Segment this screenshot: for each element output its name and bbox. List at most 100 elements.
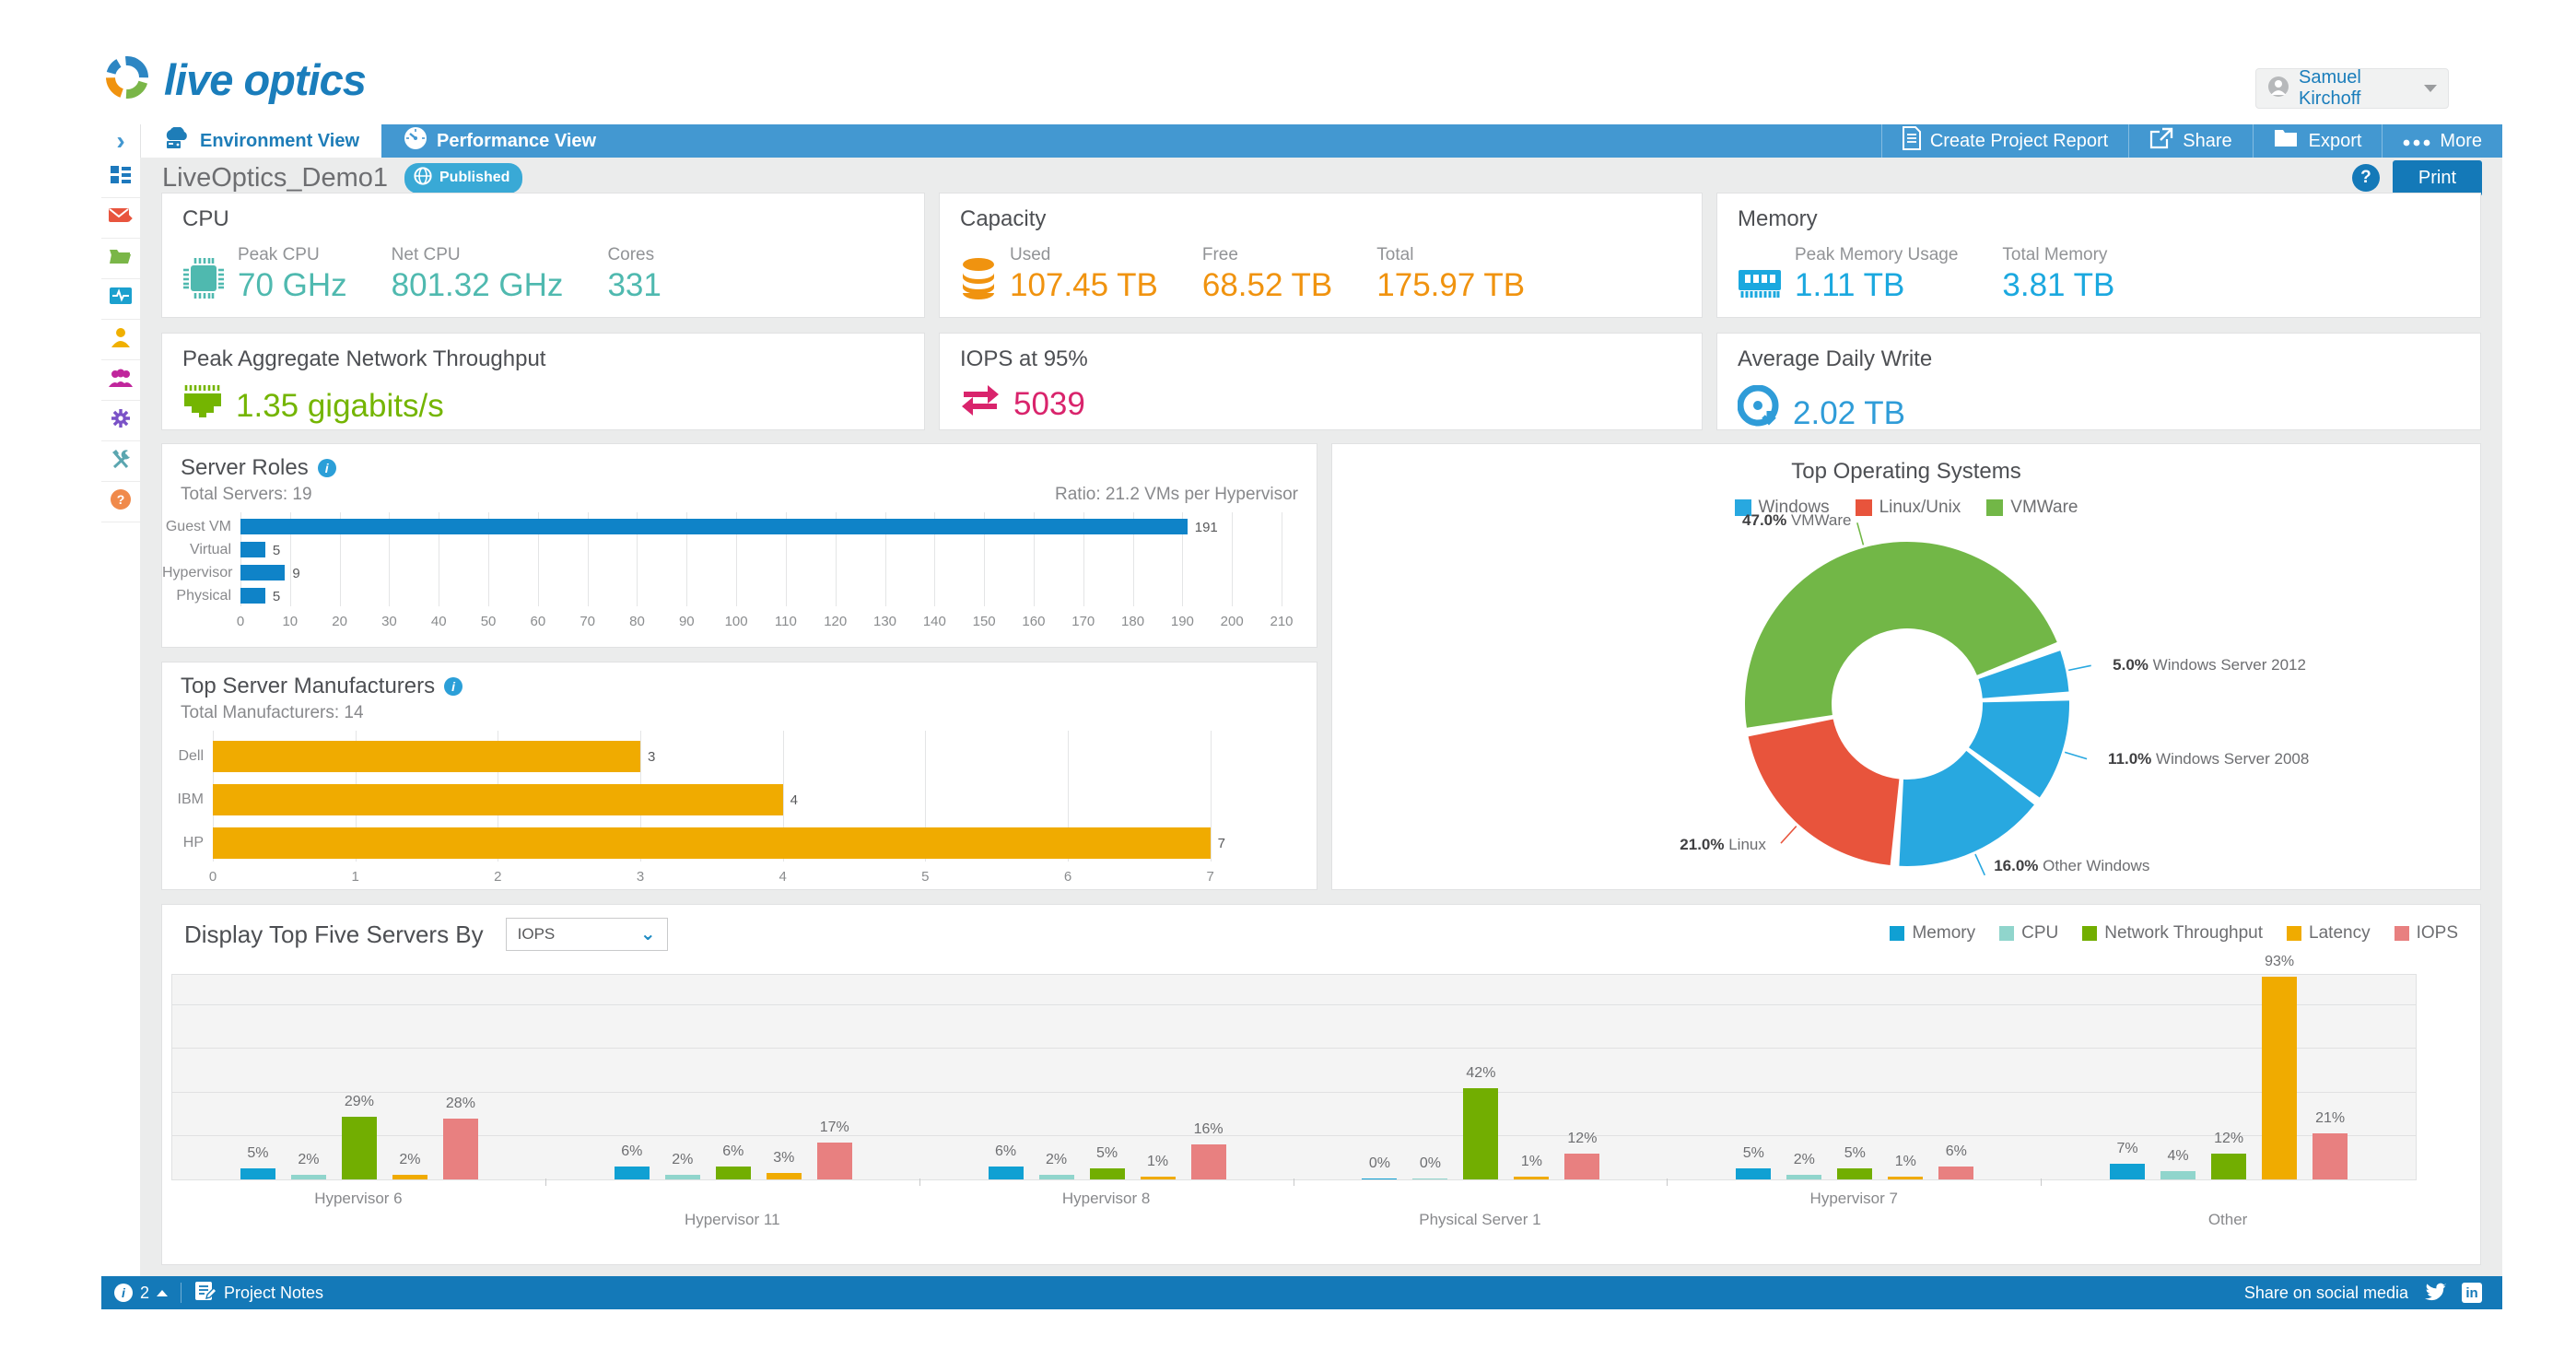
legend-item-iops: IOPS <box>2394 923 2458 944</box>
x-tick-label: 4 <box>779 869 787 885</box>
donut-label-other-windows: 16.0% Other Windows <box>1994 857 2150 874</box>
category-label-hypervisor-7: Hypervisor 7 <box>1809 1190 1898 1207</box>
performance-icon <box>404 126 427 156</box>
gridline <box>172 1004 2416 1006</box>
info-icon[interactable]: i <box>317 459 336 477</box>
x-axis-tick <box>2041 1179 2043 1186</box>
stat-label: Peak Memory Usage <box>1795 245 1959 264</box>
sidebar-item-folder[interactable] <box>101 239 140 279</box>
bar-hypervisor-11-iops <box>816 1142 852 1179</box>
bar-hypervisor-6-cpu <box>290 1175 326 1179</box>
x-tick-label: 210 <box>1270 614 1294 629</box>
dashboard-icon <box>110 164 132 191</box>
bar-value-label: 6% <box>621 1143 643 1159</box>
user-avatar-icon <box>2267 76 2289 102</box>
twitter-icon[interactable] <box>2423 1281 2447 1306</box>
bar-hypervisor-7-latency <box>1888 1177 1924 1179</box>
sidebar-item-activity[interactable] <box>101 279 140 320</box>
bar-value-label: 16% <box>1193 1121 1224 1138</box>
sidebar-item-user[interactable] <box>101 320 140 360</box>
action-label: More <box>2440 130 2482 151</box>
info-icon[interactable]: i <box>444 677 463 696</box>
top-five-header: Display Top Five Servers By IOPS ⌄ <box>184 918 668 951</box>
export-button[interactable]: Export <box>2252 124 2383 158</box>
donut-label-vmware: 47.0% VMWare <box>1742 511 1852 530</box>
sidebar-item-help[interactable]: ? <box>101 482 140 522</box>
legend-item-memory: Memory <box>1890 923 1975 944</box>
server-roles-chart: 0 10 20 30 40 50 60 70 80 90 100 110 120 130 140 150 160… <box>162 512 1317 634</box>
share-button[interactable]: Share <box>2128 124 2252 158</box>
gridline <box>172 1134 2416 1136</box>
action-label: Share <box>2183 130 2232 151</box>
gridline <box>686 512 688 606</box>
user-menu[interactable]: Samuel Kirchoff <box>2255 67 2449 109</box>
bar-hp <box>213 827 1211 859</box>
legend-swatch <box>1734 499 1751 516</box>
metric-value: 2.02 TB <box>1793 395 1905 431</box>
x-tick-label: 0 <box>208 869 217 885</box>
chevron-down-icon: ⌄ <box>639 924 656 944</box>
published-badge-label: Published <box>439 170 510 185</box>
bar-value-label: 17% <box>819 1119 849 1135</box>
gridline <box>1182 512 1184 606</box>
donut-label-windows-server-2008: 11.0% Windows Server 2008 <box>2108 750 2310 768</box>
more-button[interactable]: More <box>2382 124 2502 158</box>
bar-hypervisor-6-latency <box>392 1175 427 1179</box>
project-notes-button[interactable]: Project Notes <box>181 1276 336 1309</box>
total-servers-label: Total Servers: 19 <box>181 485 312 504</box>
x-tick-label: 150 <box>972 614 996 629</box>
bar-value-label: 28% <box>445 1095 475 1111</box>
sidebar-item-tools[interactable] <box>101 441 140 482</box>
bar-physical-server-1-iops <box>1564 1153 1600 1179</box>
left-icon-sidebar: ? <box>101 158 140 1276</box>
footer-info-toggle[interactable]: i 2 <box>101 1276 181 1309</box>
stat-peak-cpu: Peak CPU 70 GHz <box>238 245 347 304</box>
bar-value-label: 6% <box>1945 1143 1967 1159</box>
info-icon: i <box>114 1284 133 1302</box>
stat-value: 70 GHz <box>238 267 347 303</box>
sidebar-item-dashboard[interactable] <box>101 158 140 198</box>
linkedin-icon[interactable]: in <box>2462 1283 2482 1303</box>
tab-environment-view[interactable]: Environment View <box>141 124 382 158</box>
x-tick-label: 1 <box>351 869 359 885</box>
x-tick-label: 200 <box>1220 614 1244 629</box>
bar-physical-server-1-cpu <box>1412 1178 1448 1179</box>
legend-item-latency: Latency <box>2287 923 2371 944</box>
legend-label: Latency <box>2309 923 2371 943</box>
x-tick-label: 180 <box>1121 614 1145 629</box>
create-project-report-button[interactable]: Create Project Report <box>1880 124 2128 158</box>
gridline <box>637 512 638 606</box>
info-count: 2 <box>140 1283 150 1302</box>
more-icon <box>2403 131 2430 152</box>
sidebar-item-mail[interactable] <box>101 198 140 239</box>
x-tick-label: 90 <box>678 614 695 629</box>
gridline <box>389 512 391 606</box>
ratio-label: Ratio: 21.2 VMs per Hypervisor <box>1055 485 1298 504</box>
legend-label: VMWare <box>2010 498 2078 517</box>
sidebar-item-team[interactable] <box>101 360 140 401</box>
bar-other-latency <box>2262 977 2298 1179</box>
gridline <box>984 512 986 606</box>
gridline <box>289 512 291 606</box>
environment-icon <box>163 126 191 155</box>
category-label: Hypervisor <box>162 564 233 580</box>
legend-label: CPU <box>2021 923 2059 943</box>
tab-label: Environment View <box>200 130 360 151</box>
bar-value-label: 1% <box>1520 1154 1542 1169</box>
help-button[interactable]: ? <box>2351 164 2380 192</box>
category-label-hypervisor-8: Hypervisor 8 <box>1061 1190 1151 1207</box>
sidebar-item-settings[interactable] <box>101 401 140 441</box>
top-five-metric-select[interactable]: IOPS ⌄ <box>505 918 668 951</box>
print-button[interactable]: Print <box>2392 159 2482 196</box>
x-tick-label: 160 <box>1022 614 1046 629</box>
x-tick-label: 120 <box>824 614 848 629</box>
x-tick-label: 70 <box>580 614 595 629</box>
category-label-hypervisor-6: Hypervisor 6 <box>314 1190 403 1207</box>
bar-other-network-throughput <box>2211 1153 2247 1179</box>
memory-card: Memory Peak Memory Usage 1.11 TB Total Me… <box>1716 193 2481 318</box>
chart-subtitle: Total Servers: 19 Ratio: 21.2 VMs per Hy… <box>162 481 1317 505</box>
gridline <box>587 512 589 606</box>
top-five-servers-card: Display Top Five Servers By IOPS ⌄ Memor… <box>161 904 2481 1265</box>
tab-performance-view[interactable]: Performance View <box>381 124 618 158</box>
sidebar-collapse-button[interactable]: › <box>101 124 141 158</box>
